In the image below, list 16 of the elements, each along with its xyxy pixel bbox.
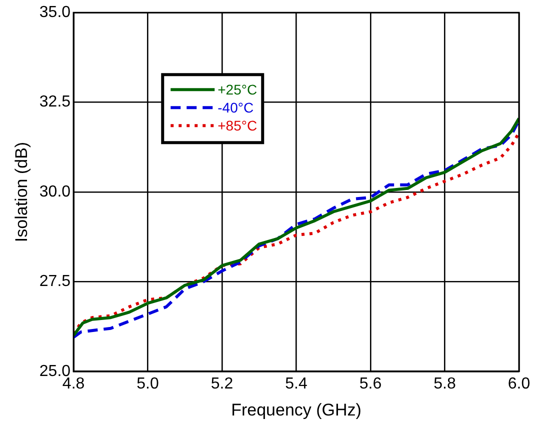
legend-label: +25°C [218,81,258,98]
x-tick-label: 5.8 [434,375,456,392]
x-tick-label: 4.8 [62,375,85,392]
y-tick-label: 30.0 [39,183,71,200]
x-tick-label: 5.4 [285,375,308,392]
y-axis-title: Isolation (dB) [12,142,31,242]
x-tick-label: 5.2 [210,375,234,392]
y-tick-label: 35.0 [39,4,71,22]
y-tick-label: 27.5 [39,273,71,290]
x-tick-label: 6.0 [508,375,530,392]
x-tick-label: 5.6 [359,375,382,392]
y-tick-label: 32.5 [39,94,71,111]
legend-label: +85°C [218,117,258,134]
x-axis-title: Frequency (GHz) [231,400,362,420]
legend-label: -40°C [218,99,254,116]
x-tick-label: 5.0 [136,375,160,392]
